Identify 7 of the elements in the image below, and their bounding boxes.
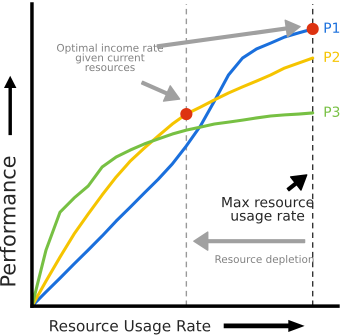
annotation: Max resource usage rate (222, 197, 314, 224)
series-label: P2 (324, 52, 340, 62)
x-axis-title: Resource Usage Rate (50, 320, 210, 334)
annotation: Resource depletion (216, 254, 314, 266)
series-label: P1 (324, 22, 340, 33)
y-axis-title: Performance (0, 156, 16, 286)
series-label: P3 (324, 106, 340, 117)
